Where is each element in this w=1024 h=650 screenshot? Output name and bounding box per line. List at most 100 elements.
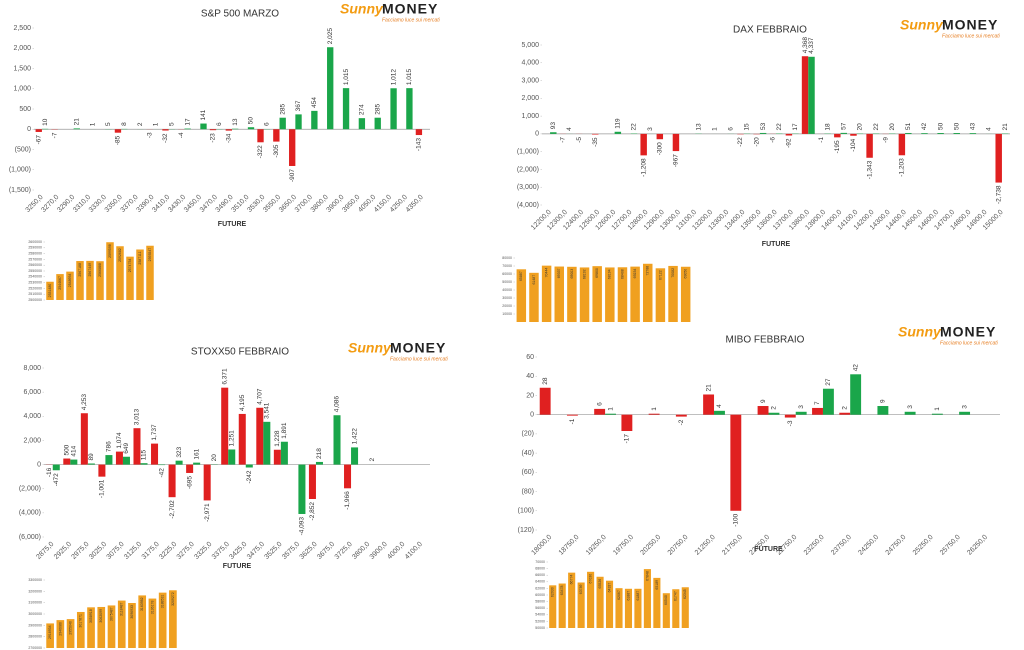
data-label: -4,093: [299, 517, 306, 536]
y-tick-label: 62000: [535, 586, 545, 590]
data-label: -143: [416, 138, 423, 151]
bar: [203, 464, 211, 501]
data-label: 5: [169, 122, 176, 126]
bar: [158, 464, 166, 466]
bar: [592, 133, 599, 135]
x-tick-label: 4100,0: [404, 541, 424, 561]
x-tick-label: 24750,0: [885, 534, 908, 557]
bar: [175, 460, 183, 465]
bar: [822, 388, 834, 415]
bar: [648, 413, 660, 415]
data-label: 3,541: [264, 402, 271, 419]
data-label: 115: [141, 449, 148, 460]
bar: [839, 412, 851, 415]
data-label: 28: [542, 377, 549, 385]
y-tick-label: 2500000: [28, 298, 42, 302]
bar: [624, 588, 633, 628]
data-label: 6: [216, 122, 223, 126]
x-tick-label: 3800,0: [351, 541, 371, 561]
data-label: 2: [137, 122, 144, 126]
y-tick-label: 0: [37, 461, 41, 468]
bar: [795, 411, 807, 415]
y-tick-label: 3300000: [28, 578, 42, 582]
data-label: -1: [569, 418, 576, 424]
data-label: 3062099: [99, 609, 103, 623]
y-tick-label: 60000: [502, 272, 512, 276]
x-tick-label: 3525,0: [263, 541, 283, 561]
bar: [56, 274, 64, 300]
bar: [295, 114, 302, 130]
bar: [52, 464, 60, 471]
data-label: -3: [146, 132, 153, 138]
y-tick-label: 3200000: [28, 589, 42, 593]
data-label: 10: [42, 118, 49, 126]
bar: [342, 88, 350, 130]
y-tick-label: (1,000): [9, 167, 31, 174]
data-label: 3075487: [109, 607, 113, 621]
data-label: 1,015: [406, 68, 413, 85]
y-tick-label: (4,000): [517, 202, 539, 209]
x-tick-label: 24250,0: [857, 534, 880, 557]
y-tick-label: 66000: [535, 573, 545, 577]
bar: [594, 408, 606, 415]
bar: [757, 406, 769, 415]
bar: [115, 451, 123, 465]
bar: [904, 411, 916, 415]
data-label: -472: [53, 473, 60, 486]
data-label: 2548954: [68, 274, 72, 288]
data-label: 1: [89, 122, 96, 126]
bar: [937, 133, 944, 134]
bar: [374, 117, 381, 130]
bar: [675, 414, 687, 417]
x-tick-label: 3225,0: [158, 541, 178, 561]
data-label: -67: [35, 135, 42, 145]
data-label: 22: [776, 123, 783, 131]
data-label: -20: [753, 137, 760, 147]
data-label: 1,891: [281, 422, 288, 439]
y-tick-label: 500: [19, 106, 31, 113]
bar: [263, 421, 271, 465]
data-label: 7: [814, 401, 821, 405]
bar: [238, 413, 246, 465]
y-tick-label: (500): [15, 146, 31, 153]
y-tick-label: 2,500: [13, 25, 31, 32]
bar: [655, 268, 666, 322]
data-label: -2,971: [204, 503, 211, 522]
data-label: 63789: [579, 584, 583, 594]
data-label: -35: [592, 137, 599, 147]
data-label: 1,737: [151, 424, 158, 441]
y-tick-label: 20: [526, 392, 534, 399]
y-tick-label: 50000: [535, 626, 545, 630]
data-label: 13: [232, 118, 239, 126]
data-label: 72788: [646, 266, 650, 276]
bar: [615, 588, 623, 628]
data-label: 2955040: [68, 621, 72, 635]
data-label: 649: [123, 443, 130, 454]
data-label: 2587111: [138, 251, 142, 264]
bar: [193, 462, 201, 465]
y-tick-label: 4,000: [521, 60, 539, 67]
x-tick-label: 3125,0: [123, 541, 143, 561]
bar: [280, 441, 288, 465]
y-tick-label: 1,000: [521, 113, 539, 120]
data-label: 5: [105, 122, 112, 126]
bar: [516, 269, 527, 322]
x-tick-label: 19750,0: [612, 534, 635, 557]
y-tick-label: (1,000): [517, 149, 539, 156]
data-label: 2916934: [48, 625, 52, 639]
data-label: 2593547: [148, 248, 152, 262]
bar: [672, 589, 680, 628]
bar: [273, 129, 280, 142]
y-tick-label: 2550000: [28, 269, 42, 273]
x-tick-label: 3325,0: [193, 541, 213, 561]
data-label: -92: [786, 138, 793, 148]
bar: [995, 133, 1002, 183]
bar: [298, 464, 306, 514]
bar: [959, 411, 971, 415]
data-label: -17: [624, 434, 631, 444]
data-label: 20: [857, 123, 864, 131]
data-label: -7: [560, 137, 567, 143]
y-tick-label: 2900000: [28, 623, 42, 627]
data-label: 4,195: [239, 394, 246, 411]
bar: [114, 129, 122, 133]
